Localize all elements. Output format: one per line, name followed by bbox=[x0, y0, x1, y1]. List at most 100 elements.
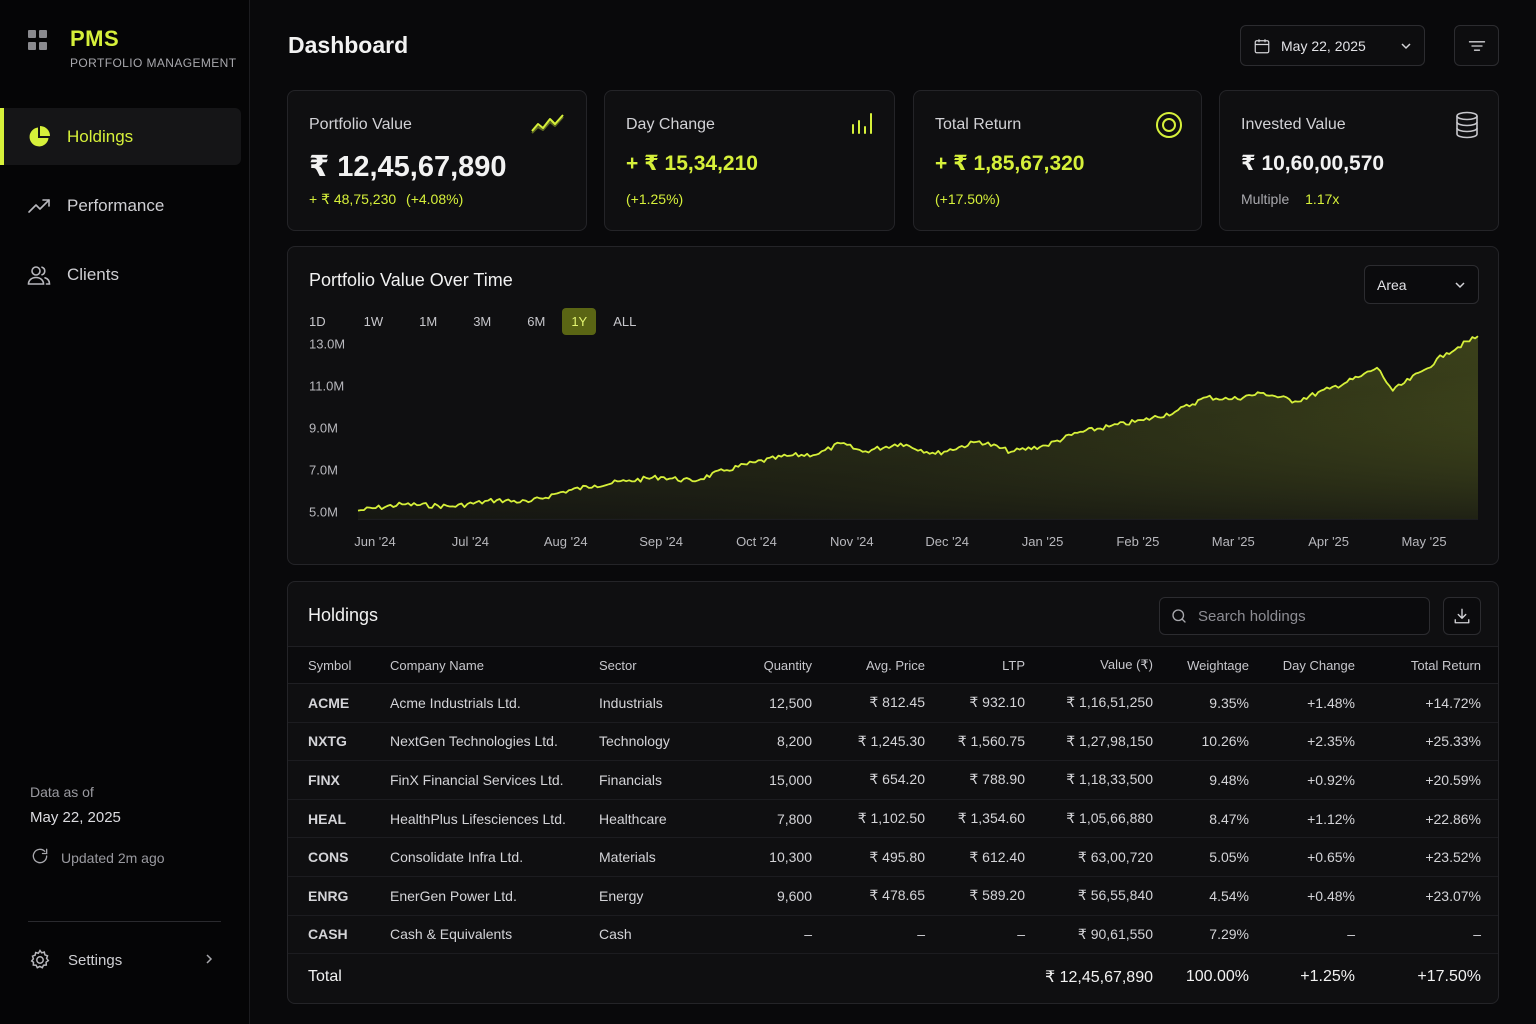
col-company[interactable]: Company Name bbox=[390, 646, 599, 684]
cell-company: Consolidate Infra Ltd. bbox=[390, 837, 599, 877]
cell-symbol: FINX bbox=[288, 760, 390, 800]
empty-cell bbox=[812, 954, 925, 1000]
refresh-icon[interactable] bbox=[30, 846, 50, 869]
cell-symbol: ACME bbox=[288, 683, 390, 723]
col-total-return[interactable]: Total Return bbox=[1355, 646, 1498, 684]
col-quantity[interactable]: Quantity bbox=[709, 646, 812, 684]
col-value[interactable]: Value (₹) bbox=[1025, 646, 1153, 684]
sidebar-item-settings[interactable]: Settings bbox=[28, 948, 214, 972]
range-6m[interactable]: 6M bbox=[527, 314, 546, 329]
table-row[interactable]: NXTG NextGen Technologies Ltd. Technology 8… bbox=[288, 722, 1498, 762]
bar-chart-icon bbox=[850, 111, 876, 140]
cell-sector: Energy bbox=[599, 876, 709, 916]
empty-cell bbox=[925, 954, 1025, 1000]
cell-total-return: – bbox=[1355, 915, 1498, 955]
updated-status: Updated 2m ago bbox=[30, 846, 165, 869]
range-3m[interactable]: 3M bbox=[473, 314, 492, 329]
x-tick-label: Oct '24 bbox=[736, 534, 777, 549]
cell-weightage: 8.47% bbox=[1153, 799, 1249, 839]
cell-avg-price: ₹ 812.45 bbox=[812, 683, 925, 723]
kpi-multiple: Multiple 1.17x bbox=[1241, 191, 1339, 207]
range-1m[interactable]: 1M bbox=[419, 314, 438, 329]
kpi-change-pct: (+4.08%) bbox=[406, 191, 464, 207]
empty-cell bbox=[709, 954, 812, 1000]
table-row[interactable]: CONS Consolidate Infra Ltd. Materials 10,30… bbox=[288, 837, 1498, 877]
table-row[interactable]: CASH Cash & Equivalents Cash – – – ₹ 90,61,550… bbox=[288, 915, 1498, 955]
holdings-table: Symbol Company Name Sector Quantity Avg.… bbox=[288, 646, 1498, 1000]
col-weightage[interactable]: Weightage bbox=[1153, 646, 1249, 684]
cell-symbol: ENRG bbox=[288, 876, 390, 916]
sidebar-item-clients[interactable]: Clients bbox=[0, 246, 241, 303]
cell-avg-price: ₹ 654.20 bbox=[812, 760, 925, 800]
table-row[interactable]: FINX FinX Financial Services Ltd. Financia… bbox=[288, 760, 1498, 800]
kpi-multiple-label: Multiple bbox=[1241, 191, 1290, 207]
data-as-of-label: Data as of bbox=[30, 784, 94, 800]
cell-sector: Cash bbox=[599, 915, 709, 955]
sidebar-item-holdings[interactable]: Holdings bbox=[0, 108, 241, 165]
col-ltp[interactable]: LTP bbox=[925, 646, 1025, 684]
date-picker[interactable]: May 22, 2025 bbox=[1240, 25, 1425, 66]
range-1y[interactable]: 1Y bbox=[562, 308, 597, 335]
cell-total-return: +23.07% bbox=[1355, 876, 1498, 916]
cell-ltp: – bbox=[925, 915, 1025, 955]
range-1d[interactable]: 1D bbox=[309, 314, 326, 329]
col-day-change[interactable]: Day Change bbox=[1249, 646, 1355, 684]
table-row[interactable]: ACME Acme Industrials Ltd. Industrials 12,5… bbox=[288, 683, 1498, 723]
cell-company: NextGen Technologies Ltd. bbox=[390, 722, 599, 762]
apps-grid-icon[interactable] bbox=[28, 30, 48, 50]
cell-ltp: ₹ 612.40 bbox=[925, 837, 1025, 877]
total-weightage: 100.00% bbox=[1185, 967, 1249, 985]
chart-area-fade bbox=[358, 336, 1478, 519]
table-row[interactable]: ENRG EnerGen Power Ltd. Energy 9,600 ₹ 478.6… bbox=[288, 876, 1498, 916]
table-header-row: Symbol Company Name Sector Quantity Avg.… bbox=[288, 646, 1498, 684]
filter-icon bbox=[1467, 36, 1487, 56]
chart-type-value: Area bbox=[1377, 276, 1407, 293]
cell-sector: Financials bbox=[599, 760, 709, 800]
cell-total-return: +25.33% bbox=[1355, 722, 1498, 762]
empty-cell bbox=[390, 954, 599, 1000]
range-all[interactable]: ALL bbox=[613, 314, 637, 329]
col-sector[interactable]: Sector bbox=[599, 646, 709, 684]
cell-total-return: +22.86% bbox=[1355, 799, 1498, 839]
chevron-right-icon bbox=[204, 952, 214, 968]
cell-day-change: +2.35% bbox=[1249, 722, 1355, 762]
total-value: ₹ 12,45,67,890 bbox=[1044, 968, 1153, 986]
range-1w[interactable]: 1W bbox=[363, 314, 384, 329]
x-tick-label: Jan '25 bbox=[1022, 534, 1064, 549]
filter-button[interactable] bbox=[1454, 25, 1499, 66]
cell-day-change: +0.65% bbox=[1249, 837, 1355, 877]
cell-day-change: +1.48% bbox=[1249, 683, 1355, 723]
cell-total-return: +14.72% bbox=[1355, 683, 1498, 723]
cell-symbol: HEAL bbox=[288, 799, 390, 839]
sidebar-nav: Holdings Performance Clients bbox=[0, 108, 250, 315]
cell-quantity: 8,200 bbox=[709, 722, 812, 762]
search-icon bbox=[1170, 607, 1188, 625]
date-picker-value: May 22, 2025 bbox=[1281, 37, 1366, 54]
data-as-of: Data as of May 22, 2025 bbox=[30, 784, 121, 826]
download-icon bbox=[1453, 607, 1471, 625]
col-symbol[interactable]: Symbol bbox=[288, 646, 390, 684]
kpi-label: Invested Value bbox=[1241, 116, 1346, 133]
cell-value: ₹ 63,00,720 bbox=[1025, 837, 1153, 877]
total-label: Total bbox=[308, 967, 342, 985]
kpi-label: Total Return bbox=[935, 116, 1022, 133]
chart-title: Portfolio Value Over Time bbox=[309, 270, 513, 290]
kpi-total-return: Total Return + ₹ 1,85,67,320 (+17.50%) bbox=[913, 90, 1202, 231]
kpi-day-change: Day Change + ₹ 15,34,210 (+1.25%) bbox=[604, 90, 895, 231]
table-row[interactable]: HEAL HealthPlus Lifesciences Ltd. Healthca… bbox=[288, 799, 1498, 839]
col-avg-price[interactable]: Avg. Price bbox=[812, 646, 925, 684]
settings-label: Settings bbox=[68, 951, 123, 969]
search-input[interactable] bbox=[1198, 607, 1418, 625]
cell-quantity: – bbox=[709, 915, 812, 955]
x-tick-label: Nov '24 bbox=[830, 534, 874, 549]
search-box bbox=[1159, 597, 1430, 635]
chart-type-select[interactable]: Area bbox=[1364, 265, 1479, 304]
y-tick-label: 7.0M bbox=[309, 463, 338, 478]
table-total-row: Total ₹ 12,45,67,890 100.00% +1.25% +17.… bbox=[288, 954, 1498, 1000]
cell-value: ₹ 56,55,840 bbox=[1025, 876, 1153, 916]
kpi-change-pct: (+17.50%) bbox=[935, 191, 1000, 207]
cell-day-change: – bbox=[1249, 915, 1355, 955]
download-button[interactable] bbox=[1443, 597, 1481, 635]
sidebar-item-performance[interactable]: Performance bbox=[0, 177, 241, 234]
cell-quantity: 12,500 bbox=[709, 683, 812, 723]
